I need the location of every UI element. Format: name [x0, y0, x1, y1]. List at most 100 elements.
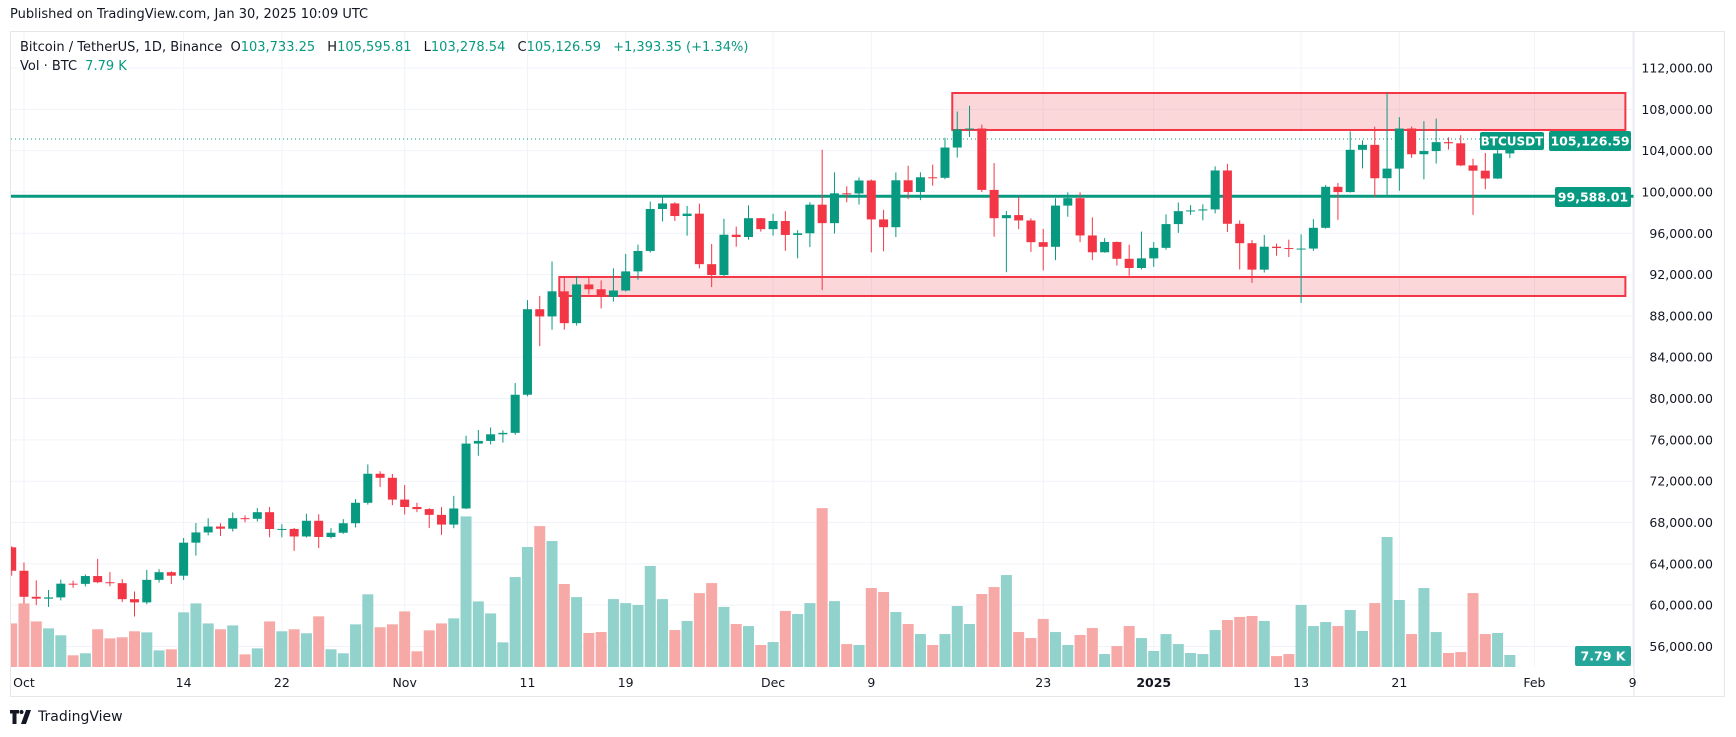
volume-bar: [669, 630, 681, 667]
candle: [166, 571, 176, 584]
candle-body: [1431, 142, 1441, 152]
volume-bar: [436, 623, 447, 667]
volume-bar: [1197, 654, 1209, 667]
tradingview-logo-icon: [10, 710, 31, 724]
candle: [915, 172, 925, 201]
volume-bar: [865, 587, 877, 667]
volume-bar: [1160, 634, 1172, 667]
time-tick-label: 14: [176, 675, 192, 690]
candle: [596, 280, 606, 309]
candle: [142, 569, 152, 605]
candle-body: [891, 180, 901, 228]
volume-bar: [1209, 630, 1221, 667]
candle-body: [19, 570, 29, 597]
candle: [1149, 242, 1159, 267]
candle-body: [621, 271, 631, 291]
volume-bar: [706, 583, 718, 667]
candle-body: [1149, 247, 1159, 259]
candle-body: [117, 583, 127, 600]
high-value: 105,595.81: [337, 40, 412, 55]
candle: [301, 513, 311, 538]
volume-bar: [988, 587, 1000, 667]
volume-bar: [1025, 638, 1037, 667]
close-value: 105,126.59: [526, 40, 601, 55]
volume-bar: [227, 625, 239, 667]
candle-body: [400, 499, 410, 508]
legend-open: O103,733.25: [230, 40, 319, 55]
candle-body: [1001, 215, 1011, 219]
volume-bar: [1307, 626, 1319, 667]
candle: [572, 276, 582, 326]
candle: [866, 179, 876, 253]
candle: [1321, 184, 1331, 229]
candle: [817, 149, 827, 291]
candle-body: [1112, 241, 1122, 259]
candle: [11, 546, 17, 576]
candle-body: [424, 509, 434, 515]
price-tick-label: 80,000.00: [1649, 391, 1713, 406]
volume-bar: [1393, 600, 1405, 667]
volume-bar: [878, 592, 890, 667]
candle: [707, 243, 717, 288]
candle: [793, 230, 803, 259]
candle: [1407, 126, 1417, 158]
volume-bar: [1172, 644, 1184, 667]
footer: TradingView: [10, 709, 123, 725]
volume-bar: [1062, 644, 1074, 667]
volume-bar: [423, 630, 435, 667]
candle-body: [1161, 224, 1171, 248]
price-axis[interactable]: 112,000.00 108,000.00 104,000.00 100,000.00…: [1641, 61, 1713, 654]
volume-label[interactable]: Vol · BTC: [20, 59, 78, 74]
time-tick-label: Feb: [1523, 675, 1545, 690]
time-tick-label: 13: [1293, 675, 1309, 690]
volume-bar: [693, 593, 705, 667]
volume-bar: [755, 644, 767, 667]
volume-bar: [939, 634, 951, 667]
candle: [547, 261, 557, 330]
volume-bar: [448, 618, 460, 667]
candle-body: [1419, 151, 1429, 155]
candle-body: [694, 213, 704, 265]
candle: [1382, 92, 1392, 197]
volume-bar: [509, 577, 521, 667]
volume-bar: [411, 651, 423, 667]
close-label: C: [517, 40, 527, 55]
candle-body: [645, 209, 655, 251]
published-caption: Published on TradingView.com, Jan 30, 20…: [10, 7, 369, 22]
candle: [940, 137, 950, 180]
candle-body: [1051, 205, 1060, 247]
candle: [203, 518, 213, 536]
volume-bar: [657, 599, 669, 667]
candle: [265, 507, 275, 538]
candle-body: [437, 514, 446, 525]
candle-body: [142, 579, 152, 603]
brand-name[interactable]: TradingView: [38, 709, 123, 725]
candle: [1198, 204, 1208, 221]
volume-bar: [325, 649, 337, 667]
candle-body: [166, 572, 176, 576]
candle: [584, 276, 594, 295]
candle: [486, 427, 496, 445]
candle: [1468, 158, 1478, 215]
candle: [252, 508, 262, 522]
candle: [375, 471, 385, 487]
volume-bar: [1246, 616, 1258, 667]
volume-bar: [202, 623, 214, 667]
price-tick-label: 112,000.00: [1641, 61, 1713, 76]
volume-bar: [595, 632, 607, 667]
volume-bar: [853, 644, 865, 667]
volume-bar: [902, 624, 914, 667]
volume-tag-bg: [1575, 646, 1631, 666]
candle: [719, 218, 729, 277]
symbol-title[interactable]: Bitcoin / TetherUS, 1D, Binance: [20, 40, 223, 55]
candle-body: [1100, 241, 1110, 253]
candle-body: [793, 233, 803, 235]
candle-body: [1493, 153, 1503, 179]
candle: [891, 172, 901, 237]
candle-body: [11, 547, 17, 571]
candle-body: [633, 250, 643, 272]
time-axis[interactable]: Oct 14 22 Nov 11 19 Dec 9 23 2025 13 21 Feb 9: [13, 675, 1637, 690]
legend-low: L103,278.54: [424, 40, 510, 55]
candle-body: [461, 443, 471, 509]
